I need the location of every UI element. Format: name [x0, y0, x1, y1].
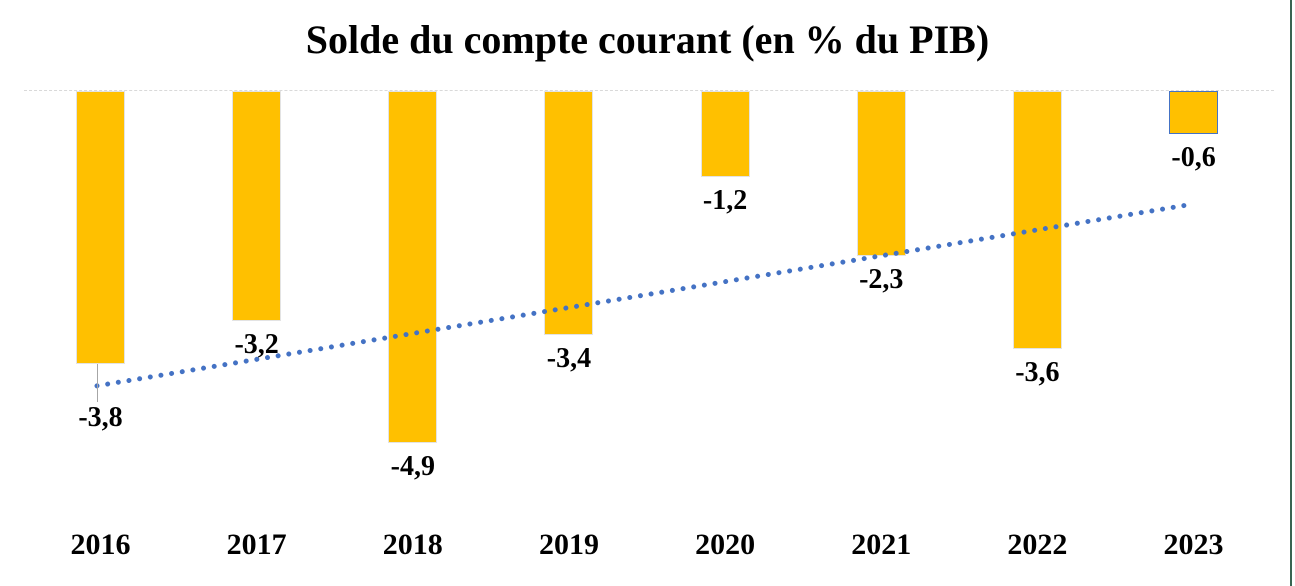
- axis-label-2021: 2021: [851, 528, 912, 561]
- zero-gridline: [24, 90, 1274, 91]
- bar-2016[interactable]: [76, 91, 125, 364]
- bar-2023[interactable]: [1169, 91, 1219, 134]
- bar-2018[interactable]: [388, 91, 438, 443]
- data-label-2022: -3,6: [1015, 357, 1060, 388]
- axis-label-2016: 2016: [70, 528, 131, 561]
- bar-2022[interactable]: [1012, 91, 1062, 349]
- data-label-2016: -3,8: [78, 402, 123, 433]
- bar-2020[interactable]: [700, 91, 750, 177]
- data-label-2021: -2,3: [859, 264, 904, 295]
- axis-label-2019: 2019: [538, 528, 599, 561]
- data-label-2020: -1,2: [702, 185, 748, 216]
- axis-label-2020: 2020: [695, 528, 756, 561]
- axis-label-2022: 2022: [1007, 528, 1068, 561]
- data-label-2018: -4,9: [390, 451, 435, 482]
- bar-2017[interactable]: [232, 91, 282, 321]
- label-leader-line: [96, 364, 98, 402]
- axis-label-2017: 2017: [226, 528, 287, 561]
- bar-2019[interactable]: [544, 91, 594, 335]
- chart-title: Solde du compte courant (en % du PIB): [305, 17, 990, 62]
- bar-2021[interactable]: [856, 91, 906, 256]
- axis-label-2018: 2018: [382, 528, 443, 561]
- axis-label-2023: 2023: [1163, 528, 1224, 561]
- data-label-2023: -0,6: [1171, 142, 1216, 173]
- page-edge-line: [1290, 0, 1292, 586]
- data-label-2017: -3,2: [234, 329, 279, 360]
- data-label-2019: -3,4: [546, 343, 592, 374]
